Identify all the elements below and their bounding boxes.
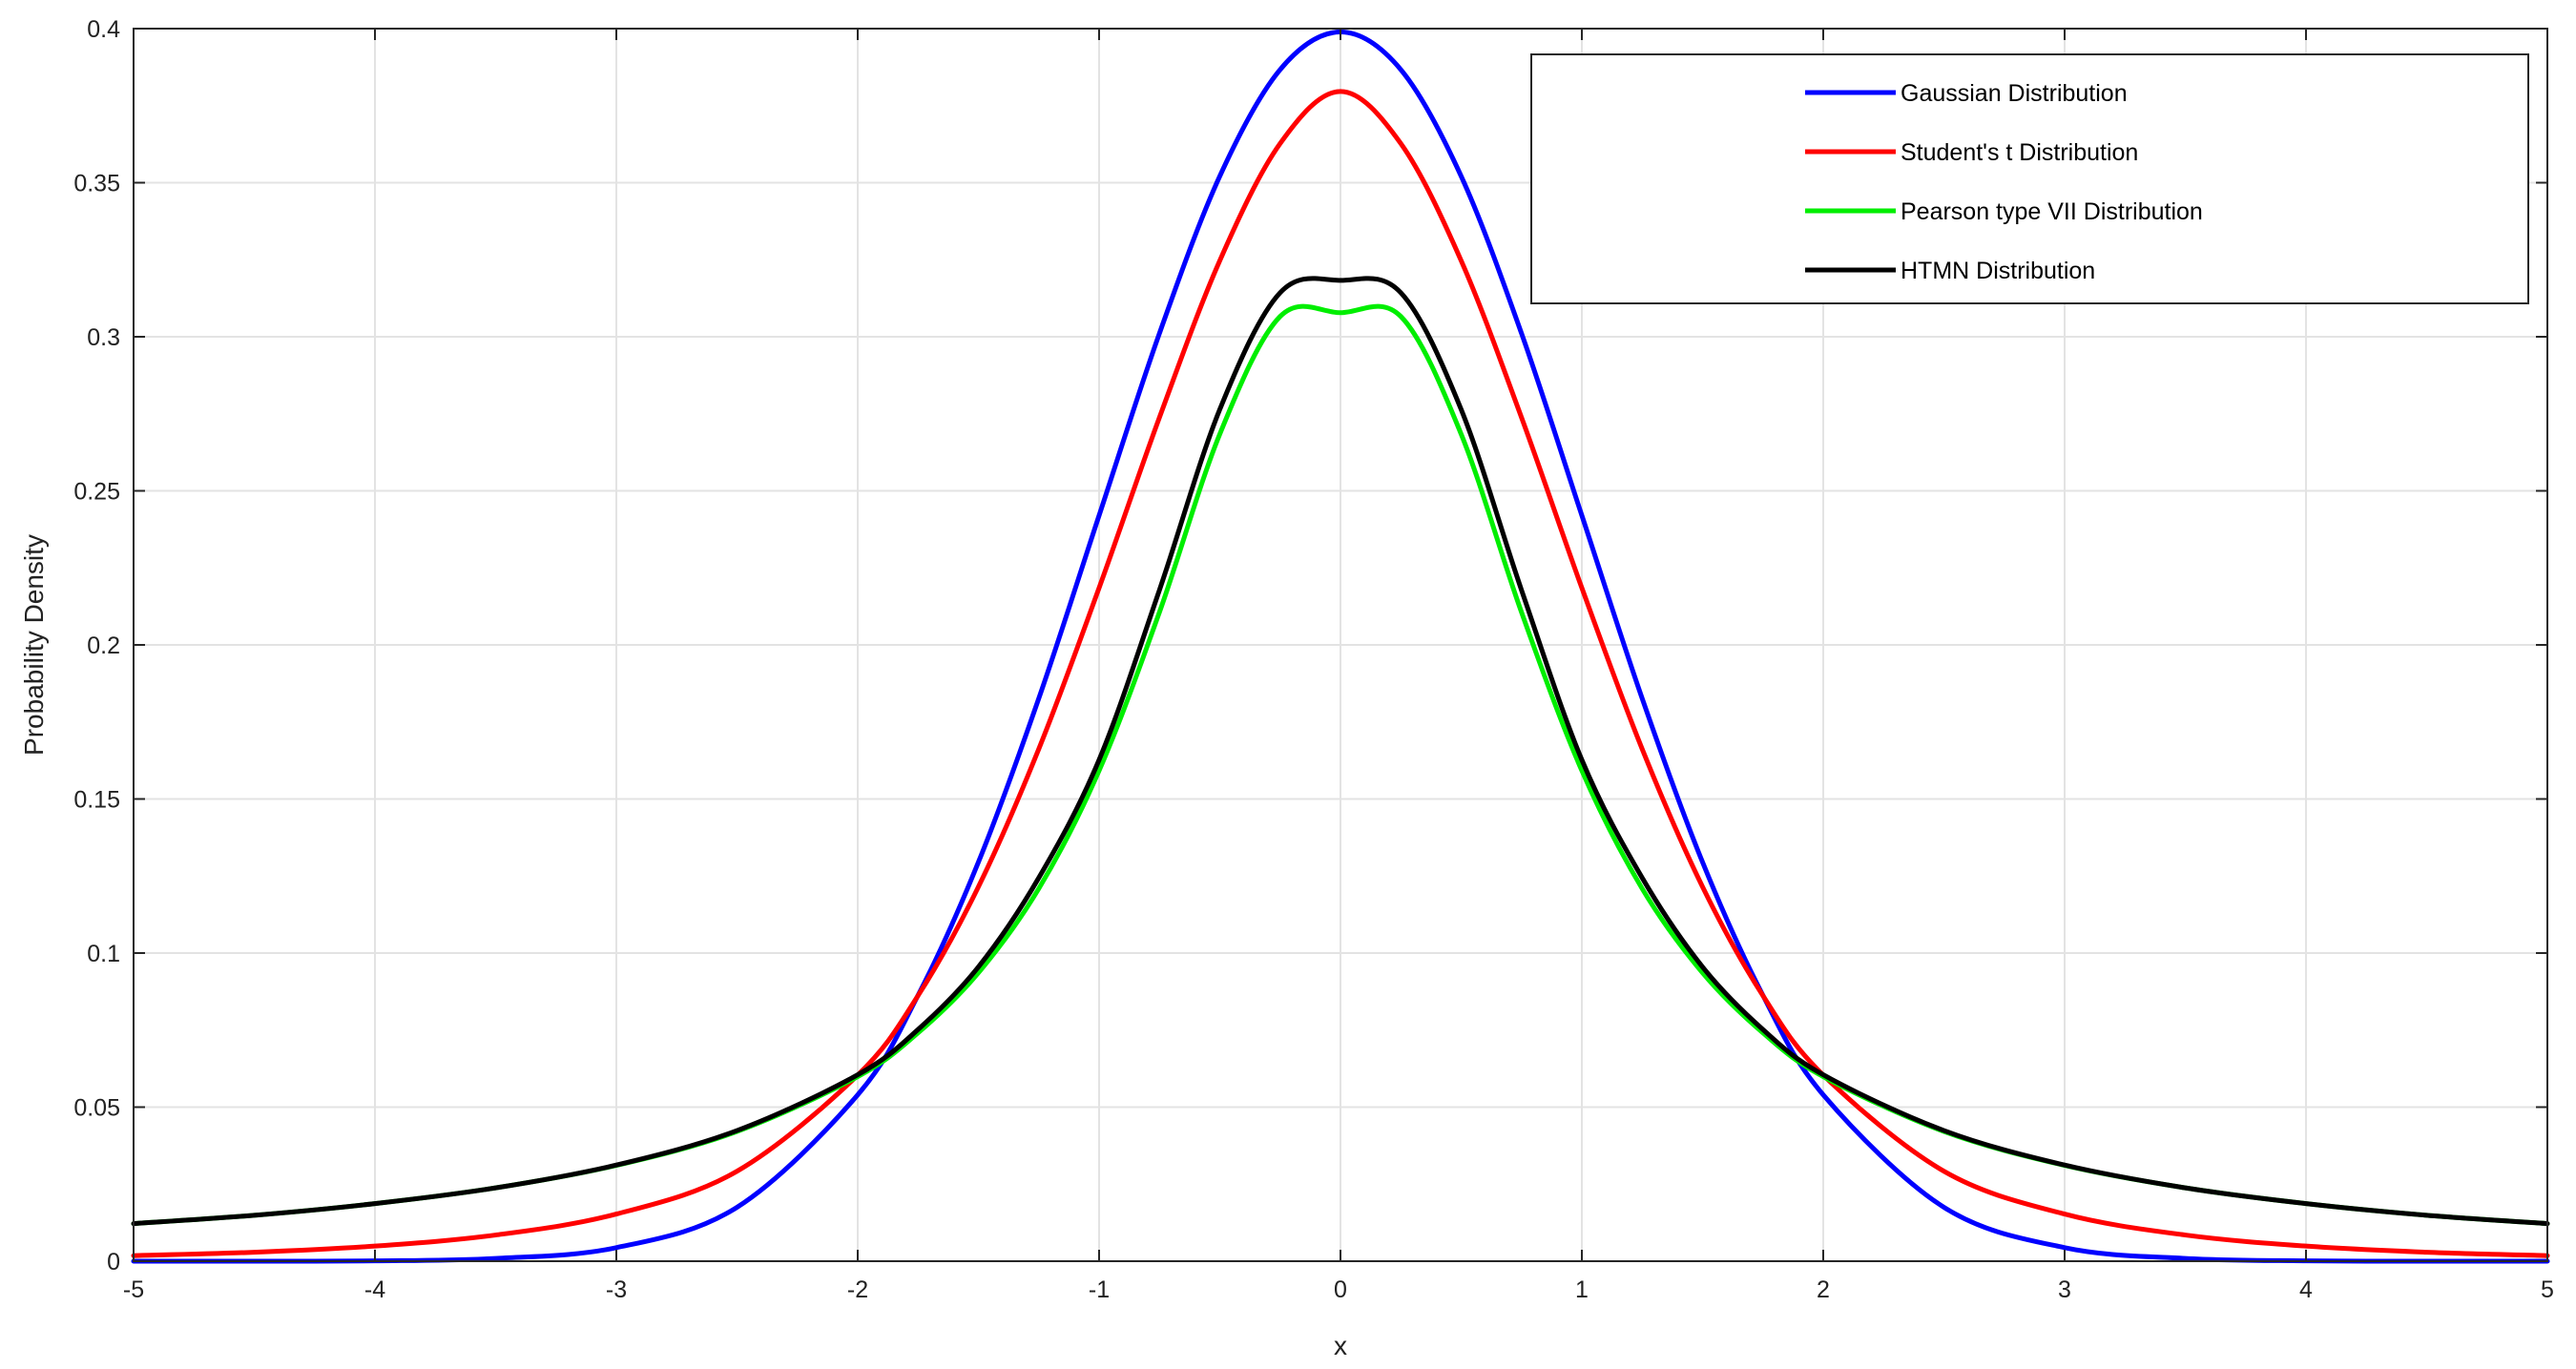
x-axis-label: x (1334, 1331, 1347, 1360)
x-tick-label: 5 (2541, 1276, 2554, 1303)
legend-label: Gaussian Distribution (1901, 80, 2128, 107)
axis-ticks: -5 -4 -3 -2 -1 0 1 2 3 4 5 0 0.05 0.1 0.15 0.2 0.25 0.3 0.… (73, 16, 2554, 1303)
legend-label: HTMN Distribution (1901, 258, 2095, 284)
y-tick-label: 0.4 (87, 16, 120, 43)
y-tick-label: 0.35 (73, 171, 120, 197)
x-tick-label: -4 (364, 1276, 385, 1303)
y-tick-label: 0.1 (87, 941, 120, 967)
y-tick-label: 0.15 (73, 787, 120, 814)
x-tick-label: 1 (1575, 1276, 1589, 1303)
legend-label: Pearson type VII Distribution (1901, 198, 2203, 225)
legend-label: Student's t Distribution (1901, 139, 2138, 166)
x-tick-label: -5 (123, 1276, 144, 1303)
x-tick-label: 2 (1817, 1276, 1830, 1303)
y-tick-label: 0.3 (87, 324, 120, 351)
y-tick-label: 0.25 (73, 479, 120, 506)
x-tick-label: 4 (2299, 1276, 2313, 1303)
y-tick-label: 0.2 (87, 633, 120, 659)
legend: Gaussian Distribution Student's t Distrib… (1530, 53, 2529, 304)
x-tick-label: -2 (847, 1276, 868, 1303)
x-tick-label: -3 (606, 1276, 627, 1303)
legend-items: Gaussian Distribution Student's t Distrib… (1805, 80, 2203, 284)
y-axis-label: Probability Density (19, 534, 49, 756)
legend-box (1530, 53, 2529, 304)
series-line-1 (131, 89, 2550, 1258)
x-tick-label: -1 (1089, 1276, 1110, 1303)
y-tick-label: 0 (107, 1249, 120, 1276)
series-line-3 (131, 276, 2550, 1227)
y-tick-label: 0.05 (73, 1095, 120, 1122)
x-tick-label: 0 (1334, 1276, 1347, 1303)
x-tick-label: 3 (2058, 1276, 2071, 1303)
